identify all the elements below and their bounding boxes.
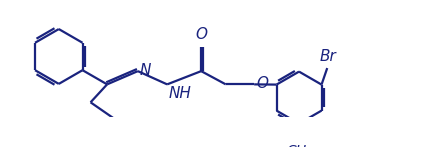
- Text: CH₃: CH₃: [286, 144, 312, 147]
- Text: Br: Br: [320, 49, 336, 64]
- Text: NH: NH: [169, 86, 192, 101]
- Text: O: O: [195, 27, 207, 42]
- Text: N: N: [139, 63, 151, 78]
- Text: O: O: [256, 76, 268, 91]
